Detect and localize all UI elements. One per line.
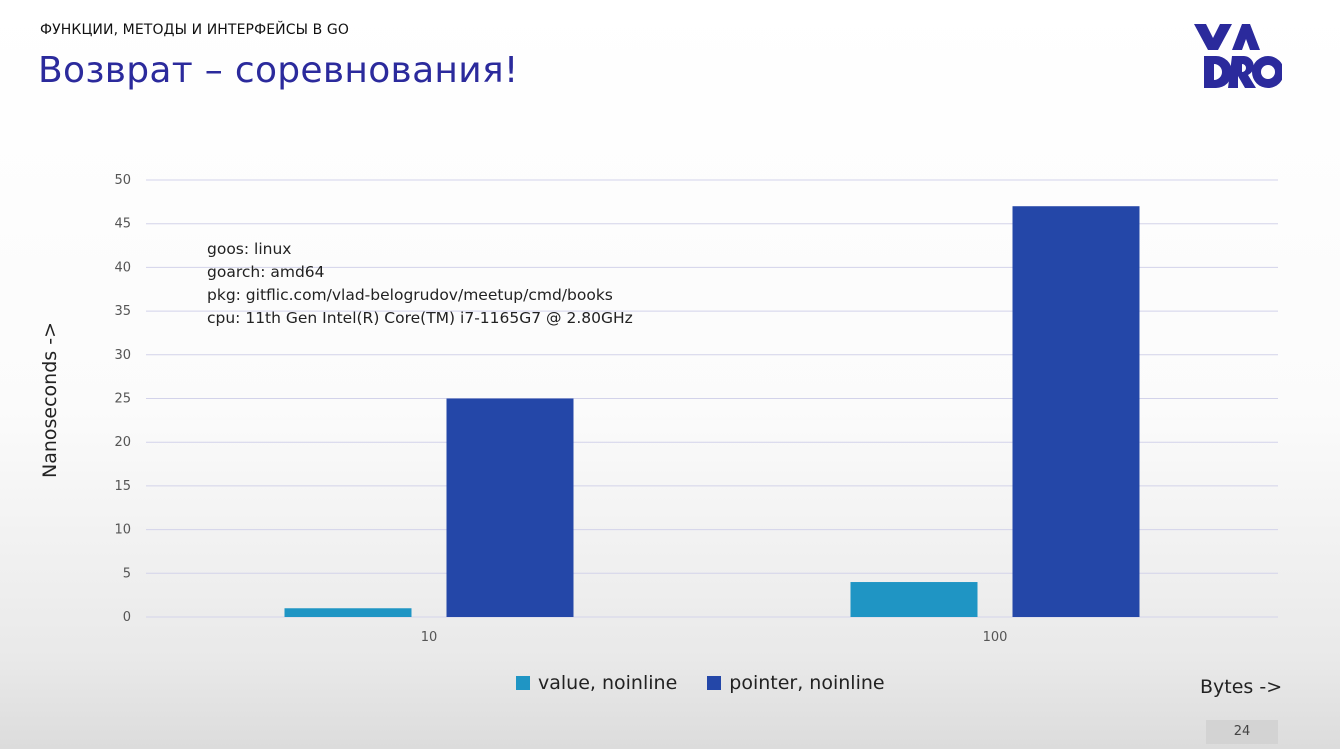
- slide-title: Возврат – соревнования!: [38, 50, 519, 91]
- info-line-pkg: pkg: gitflic.com/vlad-belogrudov/meetup/…: [207, 286, 613, 304]
- y-tick-label: 30: [114, 348, 131, 363]
- x-tick-label: 100: [983, 630, 1008, 645]
- y-tick-label: 50: [114, 173, 131, 188]
- bar-pointer-10: [446, 398, 574, 617]
- y-tick-label: 5: [123, 566, 131, 581]
- legend-item-value: value, noinline: [516, 672, 677, 694]
- y-tick-label: 40: [114, 260, 131, 275]
- x-tick-label: 10: [421, 630, 438, 645]
- y-tick-label: 25: [114, 392, 131, 407]
- info-line-cpu: cpu: 11th Gen Intel(R) Core(TM) i7-1165G…: [207, 309, 633, 327]
- y-tick-label: 15: [114, 479, 131, 494]
- y-tick-label: 20: [114, 435, 131, 450]
- chart-legend: value, noinline pointer, noinline: [516, 672, 915, 694]
- y-axis-label: Nanoseconds ->: [39, 322, 61, 478]
- y-tick-label: 0: [123, 610, 131, 625]
- info-line-goarch: goarch: amd64: [207, 263, 325, 281]
- legend-label-value: value, noinline: [538, 672, 678, 694]
- x-axis-label: Bytes ->: [1200, 676, 1283, 698]
- slide-section-label: ФУНКЦИИ, МЕТОДЫ И ИНТЕРФЕЙСЫ В GO: [40, 22, 349, 38]
- bar-value-10: [284, 608, 412, 617]
- y-tick-label: 35: [114, 304, 131, 319]
- bar-pointer-100: [1012, 206, 1140, 617]
- benchmark-info: goos: linux goarch: amd64 pkg: gitflic.c…: [207, 238, 633, 330]
- yadro-logo-icon: [1194, 24, 1282, 88]
- y-tick-label: 10: [114, 523, 131, 538]
- y-tick-label: 45: [114, 217, 131, 232]
- legend-item-pointer: pointer, noinline: [707, 672, 885, 694]
- legend-swatch-pointer: [707, 676, 722, 690]
- page-number: 24: [1206, 720, 1278, 744]
- legend-label-pointer: pointer, noinline: [729, 672, 885, 694]
- legend-swatch-value: [516, 676, 530, 690]
- info-line-goos: goos: linux: [207, 240, 292, 258]
- bar-value-100: [850, 582, 978, 617]
